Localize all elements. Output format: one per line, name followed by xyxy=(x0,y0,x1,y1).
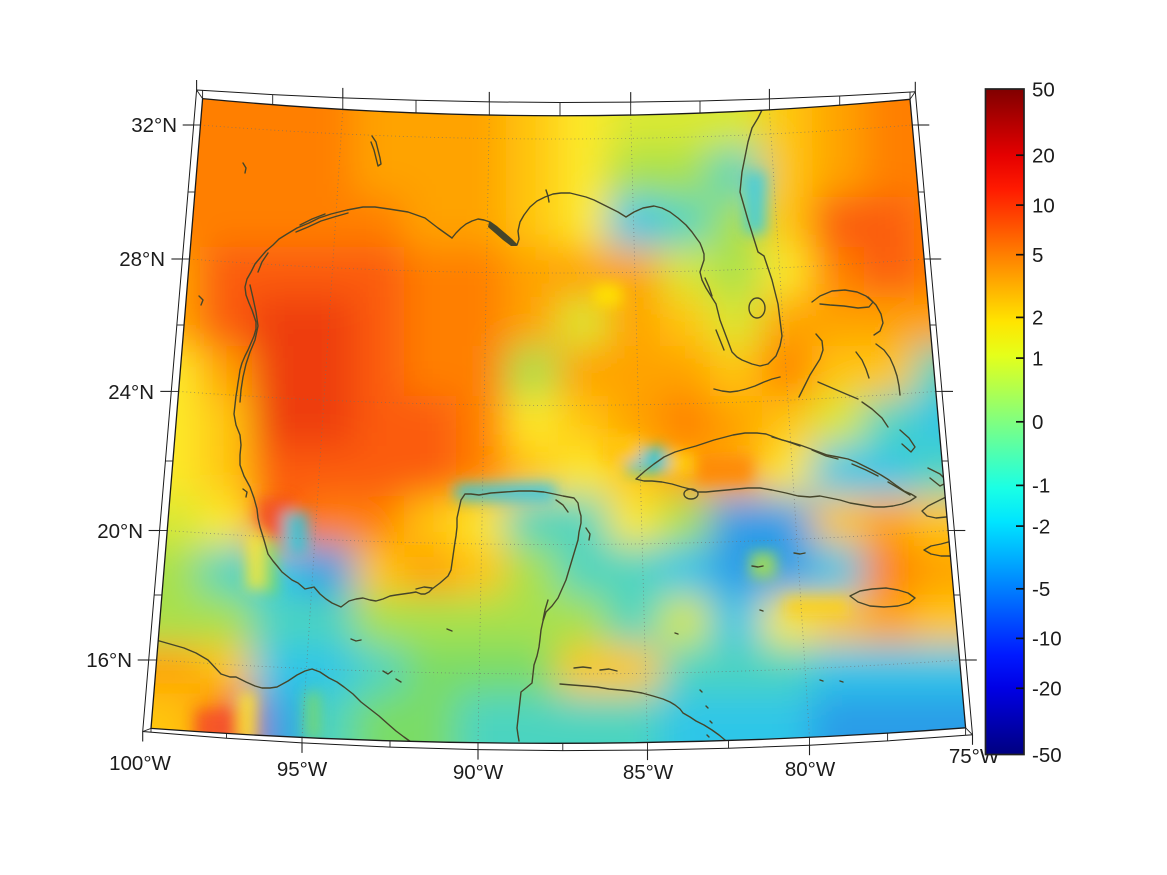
svg-text:20: 20 xyxy=(1032,145,1055,168)
svg-text:28°N: 28°N xyxy=(119,248,165,271)
svg-text:32°N: 32°N xyxy=(131,114,177,137)
svg-text:90°W: 90°W xyxy=(453,761,504,784)
svg-text:-50: -50 xyxy=(1032,744,1062,767)
svg-text:80°W: 80°W xyxy=(785,758,836,781)
svg-text:10: 10 xyxy=(1032,194,1055,217)
svg-text:95°W: 95°W xyxy=(277,758,328,781)
svg-text:20°N: 20°N xyxy=(97,520,143,543)
svg-text:24°N: 24°N xyxy=(108,381,154,404)
svg-text:85°W: 85°W xyxy=(623,761,674,784)
svg-text:16°N: 16°N xyxy=(86,649,132,672)
svg-text:-20: -20 xyxy=(1032,678,1062,701)
svg-text:-5: -5 xyxy=(1032,578,1050,601)
svg-text:-2: -2 xyxy=(1032,515,1050,538)
svg-text:0: 0 xyxy=(1032,411,1043,434)
svg-text:50: 50 xyxy=(1032,78,1055,101)
svg-text:1: 1 xyxy=(1032,347,1043,370)
svg-text:100°W: 100°W xyxy=(109,752,171,775)
svg-text:5: 5 xyxy=(1032,244,1043,267)
svg-text:-10: -10 xyxy=(1032,628,1062,651)
svg-text:-1: -1 xyxy=(1032,475,1050,498)
svg-text:2: 2 xyxy=(1032,307,1043,330)
